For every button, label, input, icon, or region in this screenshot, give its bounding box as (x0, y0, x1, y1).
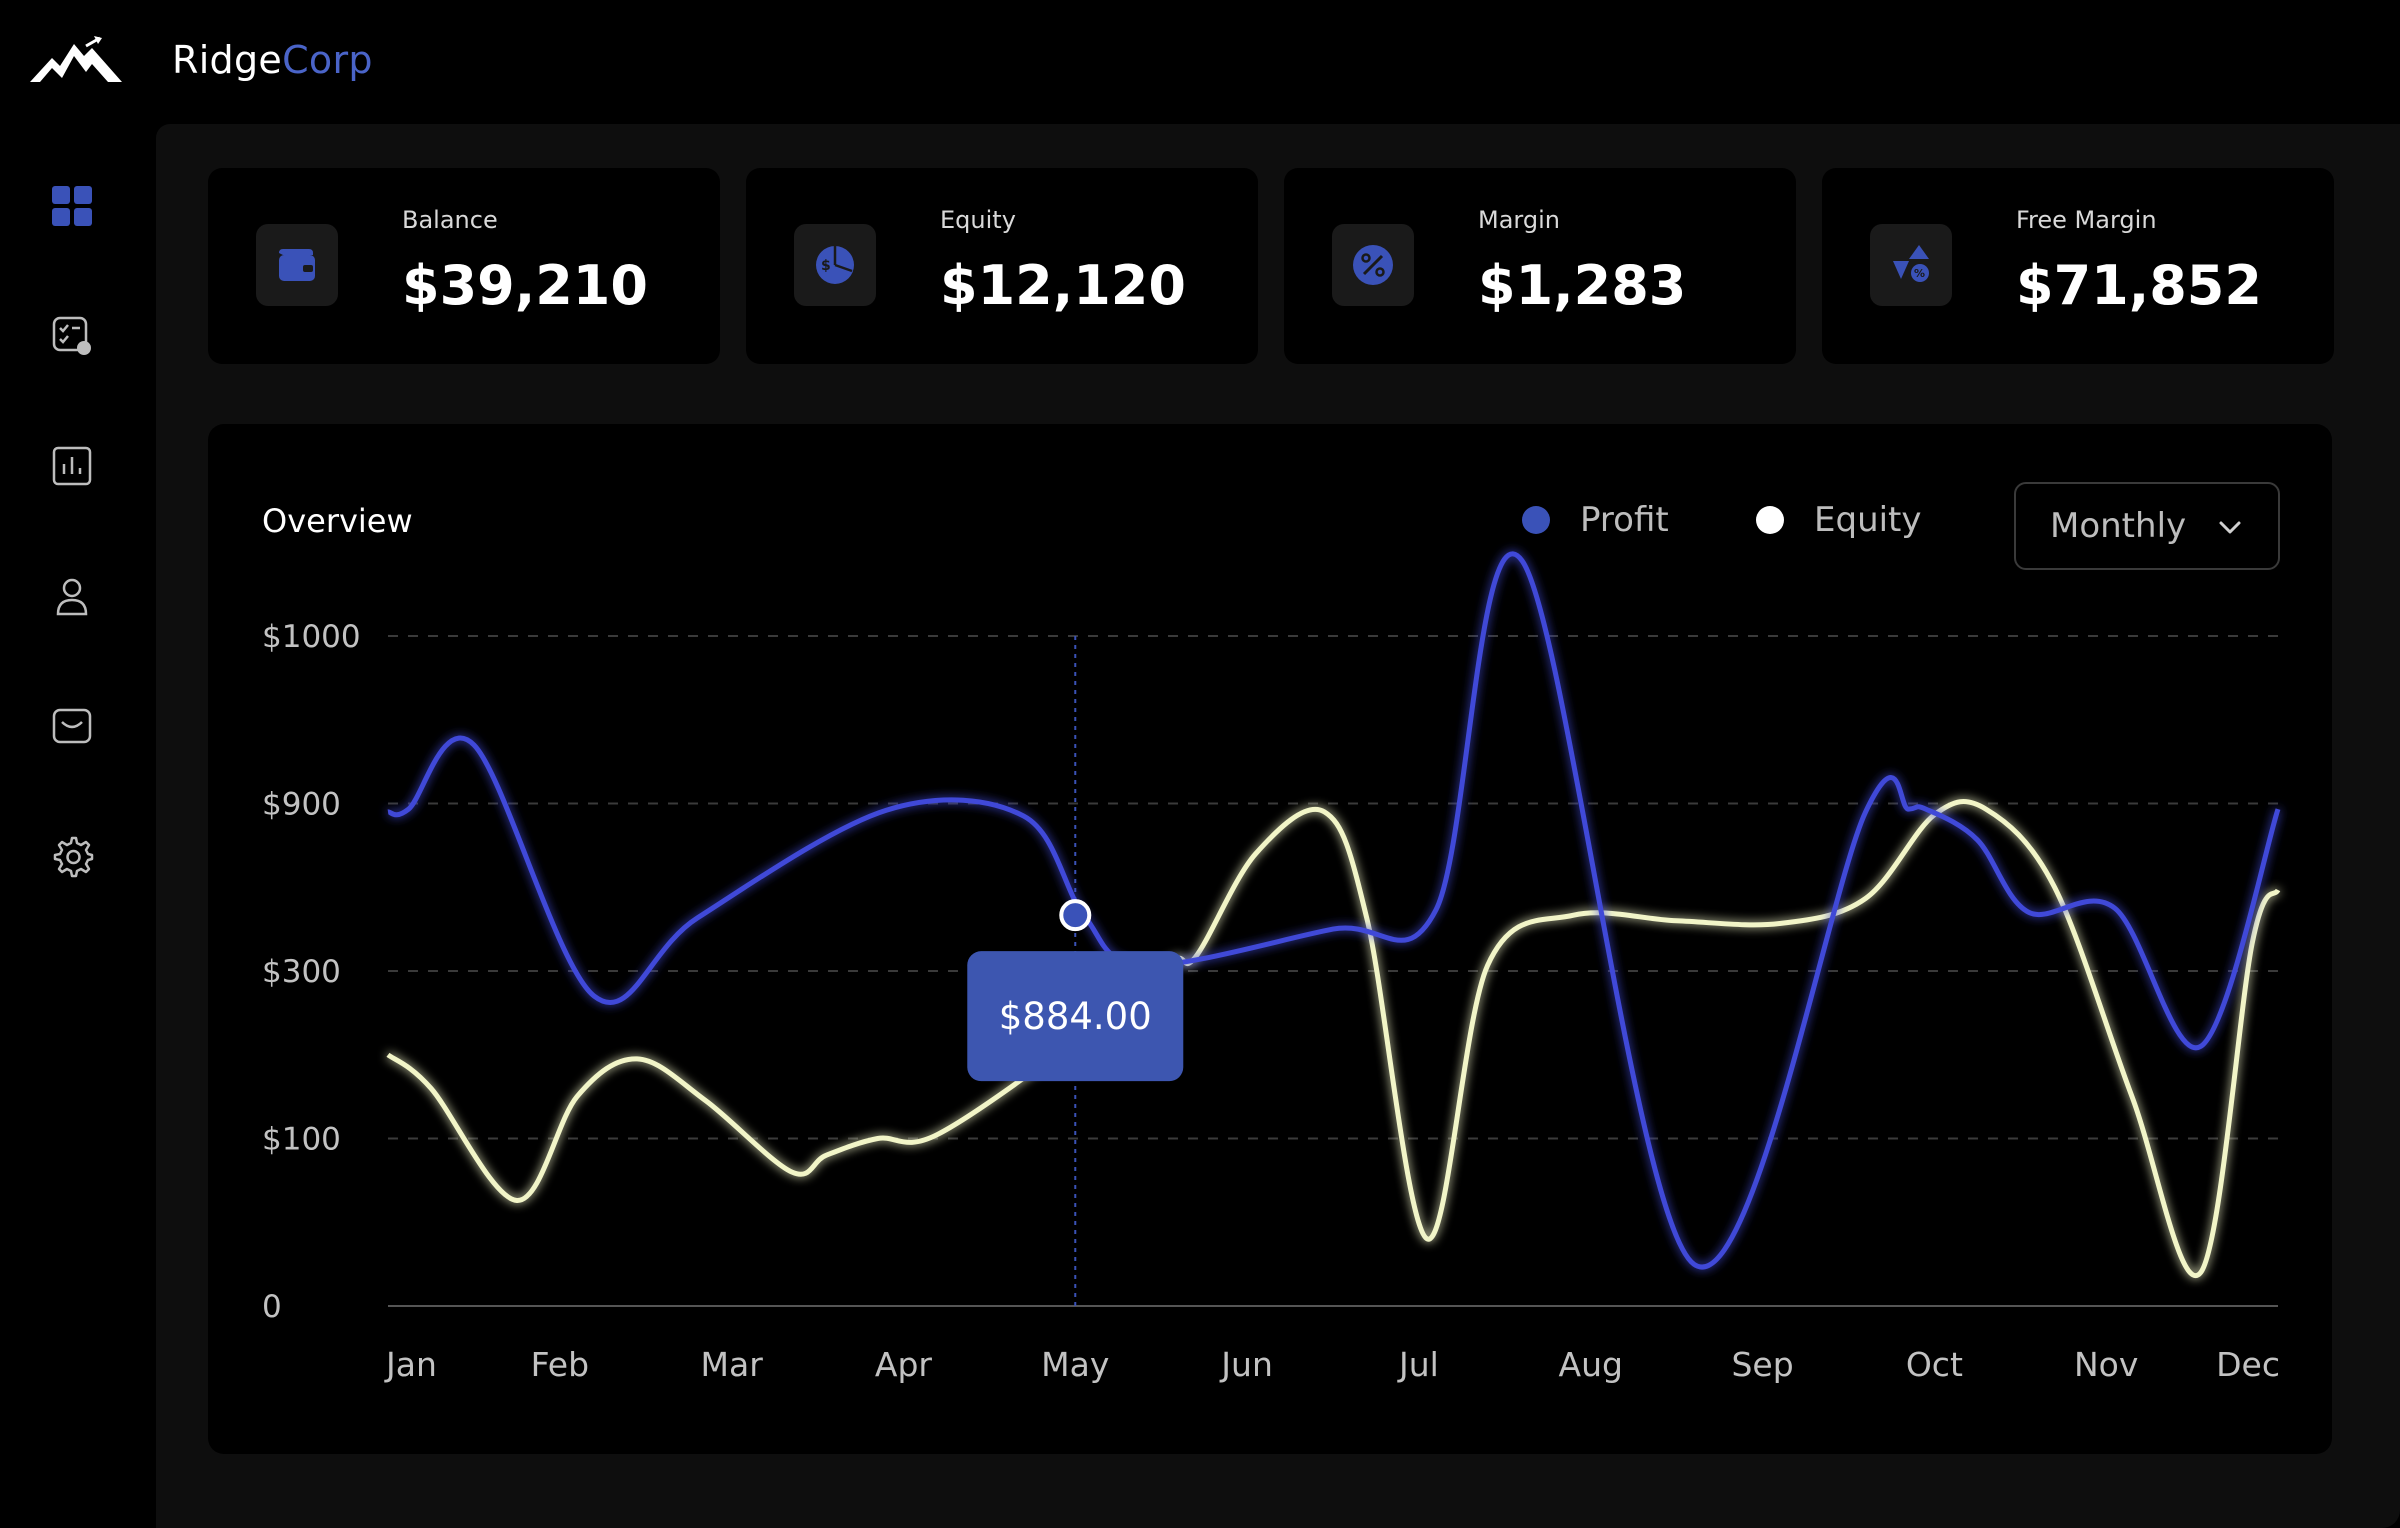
overview-title: Overview (262, 502, 413, 540)
y-tick-label: $100 (262, 1122, 341, 1158)
card-label: Free Margin (2016, 206, 2157, 234)
sidebar-item-reports[interactable] (46, 440, 98, 492)
settings-gear-icon (53, 836, 94, 878)
brand-name[interactable]: RidgeCorp (172, 38, 373, 82)
card-icon-container: % (1870, 224, 1952, 306)
main-content: Balance $39,210 $ Equity $12,120 (156, 124, 2400, 1528)
sidebar-item-dashboard[interactable] (46, 180, 98, 232)
card-label: Margin (1478, 206, 1560, 234)
y-axis-labels: 0 $100 $300 $900 $1000 (262, 619, 361, 1325)
profit-series-line[interactable] (387, 551, 2281, 1270)
legend-label: Profit (1580, 500, 1669, 540)
free-margin-card: % Free Margin $71,852 (1822, 168, 2334, 364)
tooltip-box (967, 951, 1184, 1082)
tooltip-value: $884.00 (999, 995, 1152, 1038)
chevron-down-icon (2219, 521, 2241, 534)
x-tick-label: Apr (875, 1345, 933, 1384)
percent-badge-icon (1353, 245, 1393, 285)
x-axis-labels: Jan Feb Mar Apr May Jun Jul Aug Sep Oct Nov Dec (384, 1345, 2280, 1384)
card-icon-container (1332, 224, 1414, 306)
legend-equity[interactable]: Equity (1756, 500, 1922, 540)
balance-card: Balance $39,210 (208, 168, 720, 364)
sidebar-item-inbox[interactable] (46, 700, 98, 752)
x-tick-label: Dec (2216, 1345, 2280, 1384)
sidebar-item-profile[interactable] (46, 570, 98, 622)
y-tick-label: $300 (262, 954, 341, 990)
card-value: $39,210 (402, 254, 648, 317)
x-tick-label: Nov (2074, 1345, 2138, 1384)
x-tick-label: Oct (1906, 1345, 1963, 1384)
overview-line-chart: 0 $100 $300 $900 $1000 Jan Feb Mar Apr May Jun Jul… (262, 551, 2281, 1384)
svg-text:$: $ (821, 258, 831, 274)
legend-dot-equity (1756, 506, 1784, 534)
equity-series-line[interactable] (386, 799, 2281, 1278)
x-tick-label: Feb (531, 1345, 589, 1384)
pie-chart-dollar-icon: $ (816, 246, 854, 284)
x-tick-label: Jul (1397, 1345, 1439, 1384)
x-tick-label: Mar (701, 1345, 764, 1384)
wallet-icon (279, 249, 315, 281)
card-value: $12,120 (940, 254, 1186, 317)
legend-dot-profit (1522, 506, 1550, 534)
card-value: $71,852 (2016, 254, 2262, 317)
dashboard-grid-icon (52, 186, 92, 226)
margin-card: Margin $1,283 (1284, 168, 1796, 364)
user-icon (56, 578, 88, 616)
card-icon-container (256, 224, 338, 306)
discount-shapes-icon: % (1893, 245, 1929, 282)
sidebar (0, 124, 156, 1528)
card-value: $1,283 (1478, 254, 1687, 317)
period-select-value: Monthly (2050, 506, 2187, 546)
x-tick-label: Aug (1559, 1345, 1623, 1384)
chart-grid (388, 635, 2278, 1307)
card-label: Balance (402, 206, 498, 234)
x-tick-label: Sep (1731, 1345, 1793, 1384)
legend-label: Equity (1814, 500, 1922, 540)
brand-name-part2: Corp (282, 38, 373, 82)
sidebar-item-settings[interactable] (46, 830, 98, 882)
period-select[interactable]: Monthly (2014, 482, 2280, 570)
y-tick-label: 0 (262, 1289, 282, 1325)
sidebar-item-tasks[interactable] (46, 310, 98, 362)
brand-name-part1: Ridge (172, 38, 283, 82)
svg-text:%: % (1914, 267, 1925, 280)
x-tick-label: May (1041, 1345, 1109, 1384)
x-tick-label: Jan (384, 1345, 437, 1384)
highlight-point[interactable] (1059, 899, 1092, 932)
x-tick-label: Jun (1219, 1345, 1273, 1384)
y-tick-label: $900 (262, 787, 341, 823)
tasks-checklist-icon (52, 316, 91, 355)
card-icon-container: $ (794, 224, 876, 306)
equity-card: $ Equity $12,120 (746, 168, 1258, 364)
overview-panel: Overview Profit Equity Monthly (208, 424, 2332, 1454)
bar-chart-icon (52, 446, 92, 486)
card-label: Equity (940, 206, 1016, 234)
value-tooltip: $884.00 (967, 951, 1184, 1082)
mountain-logo-icon (30, 36, 122, 82)
inbox-icon (52, 708, 92, 744)
y-tick-label: $1000 (262, 619, 361, 655)
legend-profit[interactable]: Profit (1522, 500, 1669, 540)
